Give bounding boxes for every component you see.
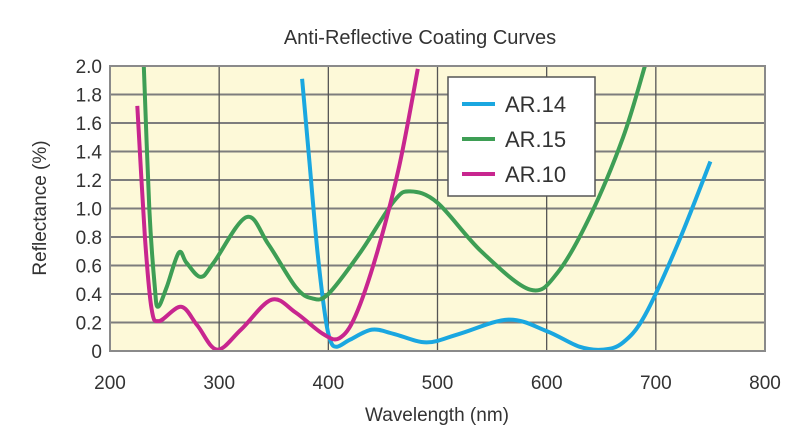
y-tick-label: 1.0 [76, 200, 102, 221]
y-tick-label: 0.4 [76, 285, 103, 306]
legend-item: AR.10 [462, 162, 566, 187]
y-tick-label: 1.4 [76, 143, 103, 164]
legend-box [447, 76, 596, 197]
y-tick-label: 0 [91, 342, 102, 363]
y-tick-label: 1.6 [76, 114, 102, 135]
x-tick-label: 500 [422, 373, 454, 394]
x-tick-label: 800 [749, 373, 781, 394]
series-line-ar-15 [141, 65, 647, 309]
x-axis-ticks: 200 300 400 500 600 700 800 [94, 373, 781, 394]
y-tick-label: 1.8 [76, 86, 102, 107]
x-tick-label: 200 [94, 373, 126, 394]
grid [110, 66, 765, 351]
y-tick-label: 0.2 [76, 314, 102, 335]
legend-label: AR.15 [505, 127, 566, 152]
y-tick-label: 1.2 [76, 171, 102, 192]
series-layer [135, 65, 713, 352]
x-axis-label: Wavelength (nm) [365, 405, 509, 426]
chart-title: Anti-Reflective Coating Curves [284, 27, 556, 49]
y-axis-ticks: 0 0.2 0.4 0.6 0.8 1.0 1.2 1.4 1.6 1.8 2.0 [76, 57, 103, 363]
series-line-ar-10 [135, 68, 420, 352]
legend-label: AR.14 [505, 92, 566, 117]
legend: AR.14 AR.15 AR.10 [447, 76, 596, 197]
x-tick-label: 600 [531, 373, 563, 394]
x-tick-label: 400 [312, 373, 344, 394]
plot-frame [109, 65, 766, 352]
legend-item: AR.15 [462, 127, 566, 152]
y-tick-label: 0.6 [76, 257, 102, 278]
x-tick-label: 300 [203, 373, 235, 394]
y-tick-label: 0.8 [76, 228, 102, 249]
y-axis-label: Reflectance (%) [30, 140, 51, 275]
legend-label: AR.10 [505, 162, 566, 187]
x-tick-label: 700 [640, 373, 672, 394]
legend-item: AR.14 [462, 92, 566, 117]
y-tick-label: 2.0 [76, 57, 102, 78]
